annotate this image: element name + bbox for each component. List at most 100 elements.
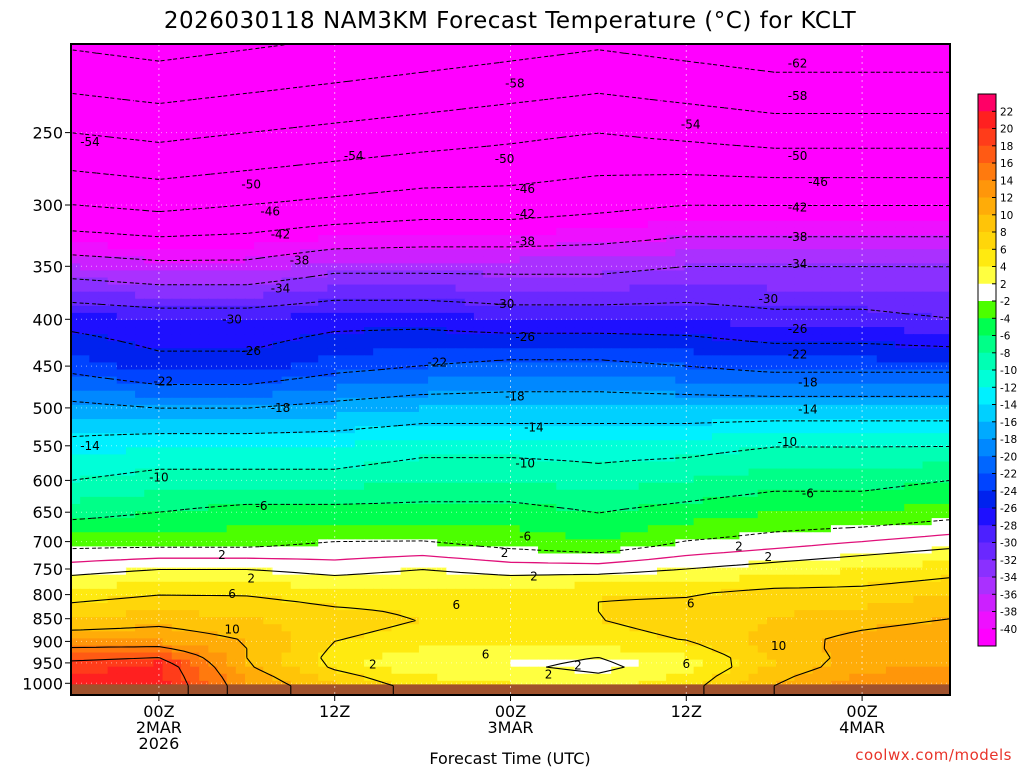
temperature-cell	[492, 362, 502, 371]
temperature-cell	[391, 348, 402, 356]
temperature-cell	[217, 362, 228, 371]
temperature-cell	[519, 171, 530, 180]
temperature-cell	[638, 157, 649, 165]
temperature-cell	[776, 376, 786, 385]
temperature-cell	[730, 79, 741, 88]
temperature-cell	[537, 51, 548, 59]
temperature-cell	[721, 135, 731, 144]
temperature-cell	[684, 185, 695, 194]
temperature-cell	[144, 58, 155, 66]
temperature-cell	[849, 376, 860, 385]
temperature-cell	[858, 404, 869, 413]
temperature-cell	[483, 327, 493, 335]
temperature-cell	[190, 319, 200, 328]
temperature-cell	[400, 404, 411, 413]
temperature-cell	[299, 242, 310, 250]
temperature-cell	[885, 305, 896, 314]
temperature-cell	[684, 220, 695, 229]
temperature-cell	[336, 284, 347, 293]
temperature-cell	[135, 341, 145, 349]
temperature-cell	[354, 390, 365, 399]
temperature-cell	[693, 291, 704, 300]
temperature-cell	[492, 72, 502, 80]
temperature-cell	[418, 114, 429, 123]
temperature-cell	[620, 334, 631, 342]
temperature-cell	[556, 206, 567, 215]
temperature-cell	[803, 192, 814, 201]
temperature-cell	[574, 213, 585, 222]
temperature-cell	[913, 135, 924, 144]
temperature-cell	[107, 100, 118, 109]
temperature-cell	[483, 376, 493, 385]
temperature-cell	[895, 341, 905, 349]
temperature-cell	[638, 277, 649, 286]
temperature-cell	[776, 383, 786, 392]
temperature-cell	[492, 404, 502, 413]
temperature-cell	[492, 185, 502, 194]
temperature-cell	[895, 213, 905, 222]
temperature-cell	[492, 79, 502, 88]
temperature-cell	[281, 93, 292, 102]
temperature-cell	[446, 270, 457, 279]
temperature-cell	[794, 185, 805, 194]
temperature-cell	[354, 312, 365, 321]
temperature-cell	[208, 319, 219, 328]
temperature-cell	[940, 220, 950, 229]
temperature-cell	[547, 185, 557, 194]
temperature-cell	[602, 44, 612, 52]
temperature-cell	[794, 362, 805, 371]
temperature-cell	[592, 390, 603, 399]
temperature-cell	[629, 135, 640, 144]
temperature-cell	[537, 319, 548, 328]
temperature-cell	[547, 249, 557, 257]
temperature-cell	[473, 157, 484, 165]
temperature-cell	[592, 404, 603, 413]
temperature-cell	[675, 397, 686, 406]
temperature-cell	[785, 383, 795, 392]
temperature-cell	[858, 277, 869, 286]
temperature-cell	[281, 404, 292, 413]
temperature-cell	[345, 114, 356, 123]
temperature-cell	[125, 376, 136, 385]
temperature-cell	[904, 79, 914, 88]
temperature-cell	[318, 86, 328, 95]
temperature-cell	[272, 157, 283, 165]
temperature-cell	[318, 199, 328, 208]
temperature-cell	[153, 58, 164, 66]
temperature-cell	[858, 135, 869, 144]
temperature-cell	[464, 185, 475, 194]
temperature-cell	[409, 100, 420, 109]
temperature-cell	[400, 150, 411, 158]
temperature-cell	[666, 334, 676, 342]
temperature-cell	[373, 270, 383, 279]
temperature-cell	[840, 150, 850, 158]
temperature-cell	[812, 86, 823, 95]
temperature-cell	[867, 79, 878, 88]
temperature-cell	[803, 178, 814, 187]
temperature-cell	[235, 171, 246, 180]
temperature-cell	[116, 227, 127, 236]
temperature-cell	[602, 369, 612, 378]
temperature-cell	[913, 235, 924, 243]
temperature-cell	[244, 93, 255, 102]
temperature-cell	[180, 164, 191, 172]
temperature-cell	[354, 383, 365, 392]
temperature-cell	[364, 143, 374, 151]
temperature-cell	[162, 263, 173, 272]
temperature-cell	[519, 58, 530, 66]
temperature-cell	[116, 107, 127, 116]
temperature-cell	[776, 355, 786, 364]
temperature-cell	[785, 121, 795, 130]
temperature-cell	[190, 100, 200, 109]
temperature-cell	[89, 235, 100, 243]
temperature-cell	[89, 114, 100, 123]
temperature-cell	[830, 58, 841, 66]
temperature-cell	[272, 242, 283, 250]
temperature-cell	[89, 270, 100, 279]
temperature-cell	[574, 305, 585, 314]
temperature-cell	[858, 227, 869, 236]
temperature-cell	[812, 150, 823, 158]
temperature-cell	[98, 220, 109, 229]
temperature-cell	[153, 327, 164, 335]
temperature-cell	[666, 107, 676, 116]
